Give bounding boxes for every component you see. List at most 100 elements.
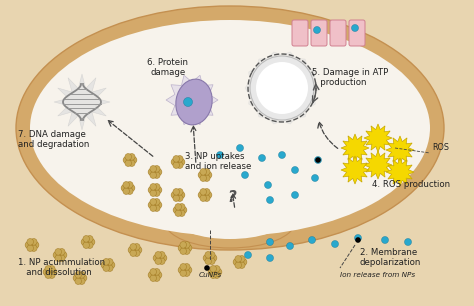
Circle shape (185, 267, 192, 273)
Circle shape (215, 269, 222, 275)
Circle shape (27, 245, 34, 252)
Circle shape (205, 258, 211, 264)
Text: Ion release from NPs: Ion release from NPs (340, 272, 415, 278)
Circle shape (180, 241, 186, 248)
Circle shape (154, 199, 160, 205)
Text: 1. NP acummulation
   and dissolution: 1. NP acummulation and dissolution (18, 258, 105, 278)
Circle shape (154, 172, 160, 178)
Circle shape (286, 242, 293, 249)
Circle shape (152, 272, 158, 278)
Circle shape (79, 271, 85, 278)
Circle shape (256, 62, 308, 114)
Polygon shape (364, 124, 392, 152)
Circle shape (203, 188, 210, 195)
Circle shape (233, 259, 240, 265)
Circle shape (150, 199, 156, 205)
Circle shape (315, 156, 321, 163)
Circle shape (157, 255, 164, 261)
Circle shape (309, 237, 316, 244)
Circle shape (200, 195, 207, 201)
Circle shape (43, 269, 50, 275)
Circle shape (171, 192, 178, 198)
Circle shape (183, 248, 190, 254)
Circle shape (213, 272, 220, 278)
Circle shape (127, 157, 133, 163)
Text: ROS: ROS (432, 144, 449, 152)
Circle shape (266, 196, 273, 203)
Circle shape (60, 252, 67, 258)
Circle shape (134, 250, 140, 256)
Circle shape (155, 258, 162, 264)
Ellipse shape (30, 20, 430, 236)
Circle shape (266, 238, 273, 245)
Ellipse shape (176, 79, 212, 125)
Circle shape (179, 203, 185, 210)
Circle shape (245, 252, 252, 259)
Circle shape (48, 272, 55, 278)
Circle shape (152, 202, 158, 208)
Circle shape (264, 181, 272, 188)
Circle shape (200, 175, 207, 181)
Circle shape (200, 169, 207, 175)
Circle shape (128, 160, 135, 166)
Circle shape (212, 269, 219, 275)
Circle shape (154, 205, 160, 211)
Circle shape (205, 252, 211, 258)
Circle shape (150, 184, 156, 190)
Circle shape (85, 239, 91, 245)
Circle shape (150, 205, 156, 211)
Ellipse shape (165, 196, 295, 248)
Text: ?: ? (228, 189, 237, 204)
Polygon shape (341, 134, 369, 162)
Polygon shape (386, 136, 414, 164)
Circle shape (292, 192, 299, 199)
Text: 7. DNA damage
and degradation: 7. DNA damage and degradation (18, 130, 90, 149)
Circle shape (75, 278, 82, 285)
Circle shape (176, 155, 183, 162)
Circle shape (382, 237, 389, 244)
Circle shape (155, 169, 162, 175)
Circle shape (105, 262, 111, 268)
Circle shape (25, 242, 32, 248)
Circle shape (160, 255, 167, 261)
Text: 3. NP uptakes
and ion release: 3. NP uptakes and ion release (185, 152, 251, 171)
Circle shape (128, 185, 135, 191)
Circle shape (153, 255, 160, 261)
FancyBboxPatch shape (292, 20, 308, 46)
Circle shape (292, 166, 299, 174)
Circle shape (73, 275, 80, 281)
Circle shape (30, 239, 37, 245)
Circle shape (80, 275, 87, 281)
Circle shape (182, 245, 188, 251)
Circle shape (210, 266, 217, 272)
Circle shape (202, 172, 208, 178)
Circle shape (175, 159, 181, 165)
Circle shape (313, 27, 320, 33)
FancyBboxPatch shape (311, 20, 327, 46)
Circle shape (205, 192, 212, 198)
Circle shape (123, 157, 130, 163)
Circle shape (53, 252, 60, 258)
Circle shape (205, 172, 212, 178)
Circle shape (180, 263, 186, 270)
Circle shape (207, 255, 213, 261)
Circle shape (88, 239, 95, 245)
Circle shape (121, 185, 128, 191)
Circle shape (178, 267, 185, 273)
Circle shape (178, 245, 185, 251)
Circle shape (79, 278, 85, 285)
Circle shape (155, 187, 162, 193)
Circle shape (27, 239, 34, 245)
Circle shape (108, 262, 115, 268)
Circle shape (148, 202, 155, 208)
Circle shape (158, 252, 165, 258)
Circle shape (125, 160, 131, 166)
Circle shape (152, 169, 158, 175)
Circle shape (83, 242, 90, 248)
Circle shape (150, 275, 156, 282)
Circle shape (178, 159, 185, 165)
Circle shape (311, 174, 319, 181)
Circle shape (180, 270, 186, 276)
FancyBboxPatch shape (330, 20, 346, 46)
Circle shape (154, 184, 160, 190)
